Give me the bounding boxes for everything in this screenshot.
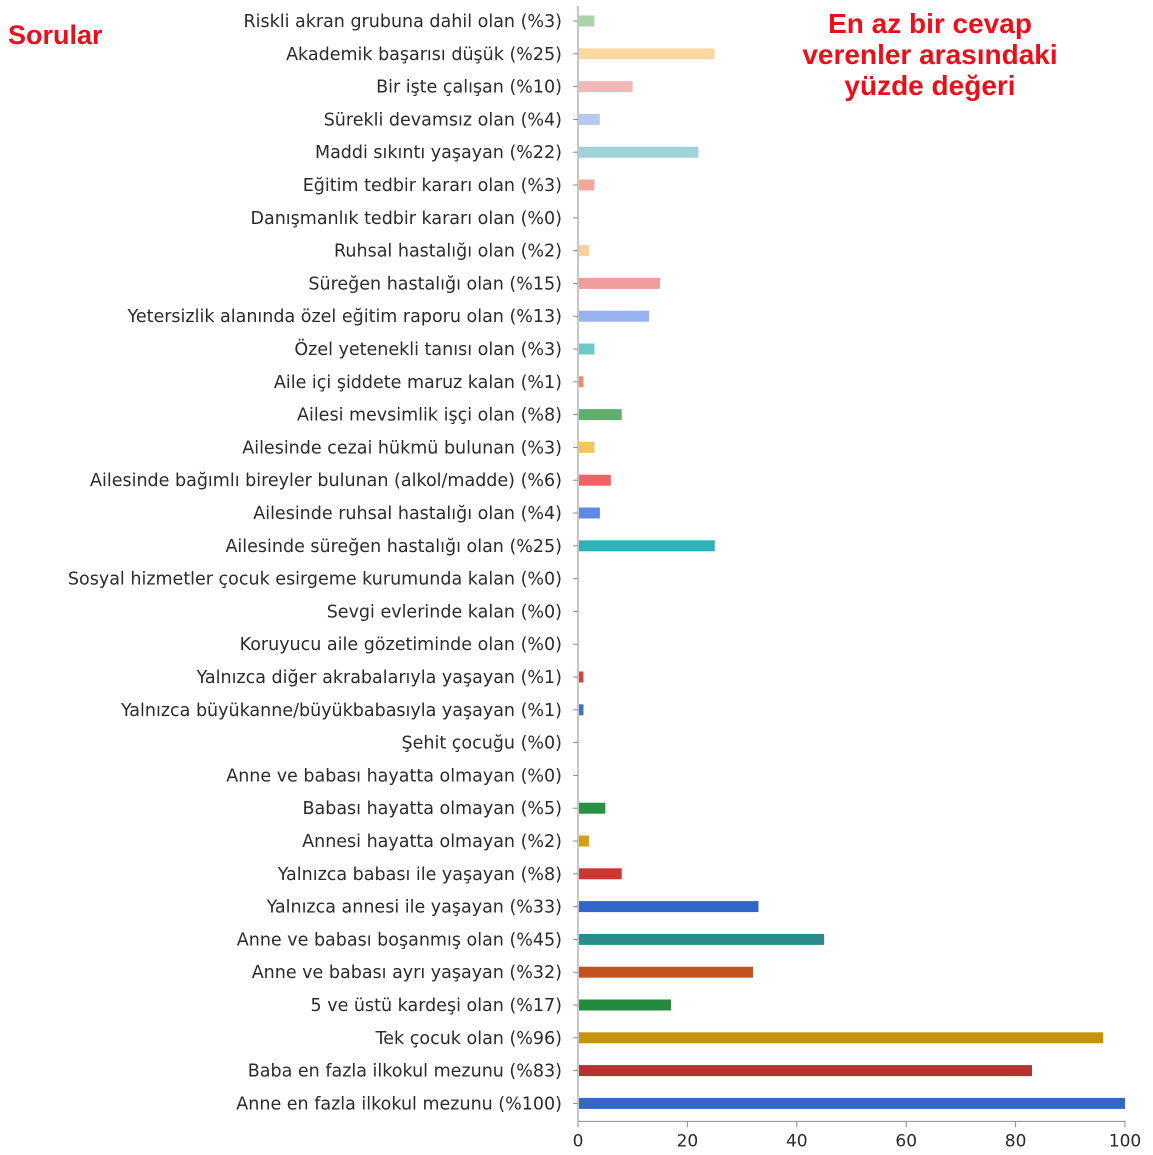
category-label: Eğitim tedbir kararı olan (%3) [303,176,562,196]
category-label: 5 ve üstü kardeşi olan (%17) [311,996,562,1016]
category-label: Maddi sıkıntı yaşayan (%22) [315,143,562,163]
bar [579,146,699,158]
bar [579,343,595,355]
category-label: Yalnızca büyükanne/büyükbabasıyla yaşaya… [120,701,562,721]
chart-note-line-3: yüzde değeri [844,70,1016,101]
bar [579,245,589,257]
chart-note-line-2: verenler arasındaki [802,39,1058,70]
bar [579,835,589,847]
bar [579,48,715,60]
category-label: Akademik başarısı düşük (%25) [286,45,562,65]
category-label: Ailesinde cezai hükmü bulunan (%3) [242,438,562,458]
x-tick-label: 60 [895,1131,917,1151]
category-label: Aile içi şiddete maruz kalan (%1) [274,373,562,393]
category-label: Sürekli devamsız olan (%4) [324,110,562,130]
category-label: Ruhsal hastalığı olan (%2) [334,242,562,262]
category-label: Özel yetenekli tanısı olan (%3) [294,338,562,360]
x-tick-label: 0 [573,1131,584,1151]
category-label: Ailesinde bağımlı bireyler bulunan (alko… [90,471,562,491]
category-label: Sevgi evlerinde kalan (%0) [327,602,562,622]
category-label: Bir işte çalışan (%10) [376,78,562,98]
bar [579,179,595,191]
category-label: Anne ve babası ayrı yaşayan (%32) [252,963,562,983]
bar [579,507,600,519]
category-label: Şehit çocuğu (%0) [402,734,562,754]
category-label: Danışmanlık tedbir kararı olan (%0) [251,209,562,229]
category-label: Annesi hayatta olmayan (%2) [302,832,562,852]
bar [579,868,622,880]
category-label: Babası hayatta olmayan (%5) [302,799,562,819]
bar [579,376,584,388]
bar [579,441,595,453]
bar [579,901,759,913]
category-label: Anne ve babası hayatta olmayan (%0) [226,766,562,786]
category-label: Koruyucu aile gözetiminde olan (%0) [240,635,562,655]
bar [579,704,584,716]
bar [579,1032,1104,1044]
x-tick-label: 100 [1109,1131,1141,1151]
category-label: Baba en fazla ilkokul mezunu (%83) [248,1062,562,1082]
bar [579,671,584,683]
bar [579,802,606,814]
category-label: Riskli akran grubuna dahil olan (%3) [243,12,562,32]
category-label: Tek çocuk olan (%96) [375,1029,562,1049]
category-label: Anne en fazla ilkokul mezunu (%100) [236,1094,562,1114]
bar [579,15,595,27]
chart-note-line-1: En az bir cevap [828,8,1032,39]
category-label: Yalnızca diğer akrabalarıyla yaşayan (%1… [196,668,562,688]
bar [579,999,671,1011]
bar [579,310,650,322]
category-label: Sosyal hizmetler çocuk esirgeme kurumund… [68,570,562,590]
category-label: Süreğen hastalığı olan (%15) [308,274,562,294]
side-title: Sorular [8,20,103,50]
bar [579,540,715,552]
bar [579,81,633,93]
bar [579,474,611,486]
category-label: Yalnızca annesi ile yaşayan (%33) [266,898,562,918]
category-label: Yalnızca babası ile yaşayan (%8) [277,865,562,885]
bar [579,1097,1125,1109]
bar [579,409,622,421]
chart-note: En az bir cevap verenler arasındaki yüzd… [780,8,1080,101]
category-label: Yetersizlik alanında özel eğitim raporu … [126,307,562,327]
bar [579,933,825,945]
category-label: Ailesinde ruhsal hastalığı olan (%4) [253,504,562,524]
bar [579,277,661,289]
bar [579,113,600,125]
category-label: Anne ve babası boşanmış olan (%45) [237,930,562,950]
bar [579,966,754,978]
bar [579,1065,1033,1077]
category-label: Ailesinde süreğen hastalığı olan (%25) [225,537,562,557]
x-tick-label: 80 [1005,1131,1027,1151]
category-label: Ailesi mevsimlik işçi olan (%8) [297,406,562,426]
x-tick-label: 40 [786,1131,808,1151]
x-tick-label: 20 [677,1131,699,1151]
